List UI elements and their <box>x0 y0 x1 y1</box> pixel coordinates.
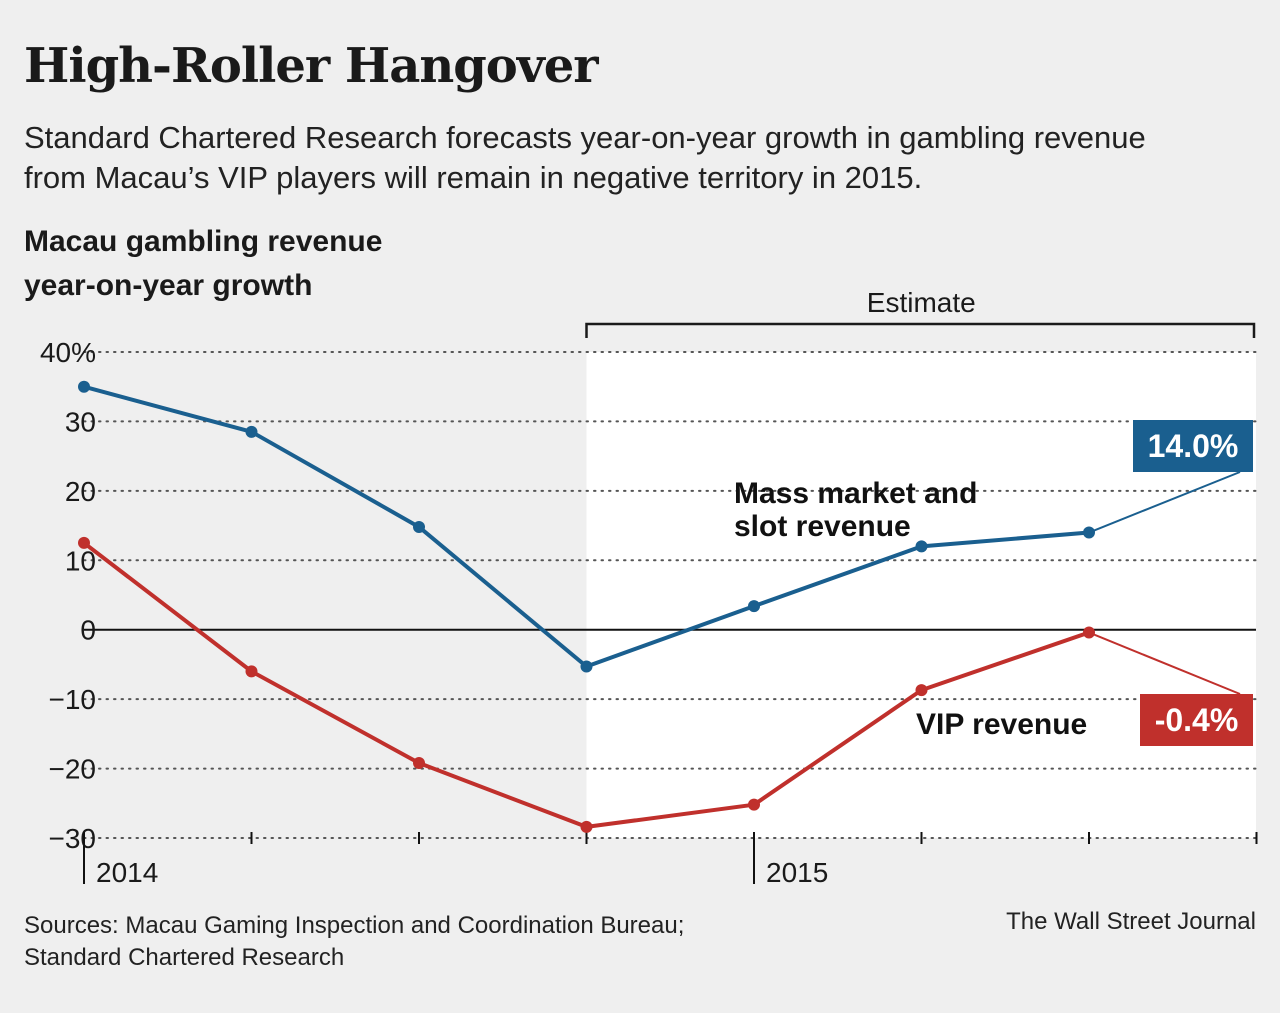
mass-market-end-value: 14.0% <box>1148 428 1239 464</box>
y-tick-label: 20 <box>65 476 96 507</box>
subtitle-line-2: from Macau’s VIP players will remain in … <box>24 160 923 195</box>
estimate-label: Estimate <box>867 287 976 318</box>
y-tick-label: 30 <box>65 406 96 437</box>
vip-end-pointer <box>1088 631 1241 695</box>
estimate-bracket <box>585 322 1256 338</box>
chart-title: High-Roller Hangover <box>24 38 599 94</box>
source-line-1: Sources: Macau Gaming Inspection and Coo… <box>24 912 685 939</box>
data-point <box>413 520 425 533</box>
credit-line: The Wall Street Journal <box>1006 908 1256 935</box>
mass-market-label: slot revenue <box>734 510 911 543</box>
data-point <box>78 536 90 549</box>
data-point <box>413 757 425 770</box>
y-tick-label: 40% <box>40 337 96 368</box>
source-note: Sources: Macau Gaming Inspection and Coo… <box>24 910 684 974</box>
vip-end-value: -0.4% <box>1155 702 1239 738</box>
data-point <box>245 425 258 438</box>
data-point <box>78 380 90 393</box>
vip-label: VIP revenue <box>916 708 1087 741</box>
y-tick-label: −30 <box>49 823 97 854</box>
data-point <box>748 798 760 811</box>
data-point <box>915 540 928 553</box>
y-axis-title-line-2: year-on-year growth <box>24 269 313 302</box>
data-point <box>245 665 258 678</box>
mass-market-label: Mass market and <box>734 477 977 510</box>
y-axis-title-line-1: Macau gambling revenue <box>24 225 383 258</box>
y-tick-label: 0 <box>80 615 96 646</box>
mass-market-end-pointer <box>1088 471 1241 534</box>
subtitle-line-1: Standard Chartered Research forecasts ye… <box>24 120 1146 155</box>
x-tick-label: 2014 <box>96 857 158 888</box>
source-line-2: Standard Chartered Research <box>24 944 345 971</box>
y-axis-title: Macau gambling revenue year-on-year grow… <box>24 220 444 308</box>
x-tick-label: 2015 <box>766 857 828 888</box>
data-point <box>580 660 593 673</box>
mass-market-end-box <box>1133 420 1253 472</box>
chart-subtitle: Standard Chartered Research forecasts ye… <box>24 118 1264 198</box>
data-point <box>915 684 928 697</box>
y-tick-label: −10 <box>49 684 97 715</box>
data-point <box>748 600 760 613</box>
vip-end-box <box>1140 694 1253 746</box>
data-point <box>580 820 593 833</box>
y-tick-label: −20 <box>49 754 97 785</box>
